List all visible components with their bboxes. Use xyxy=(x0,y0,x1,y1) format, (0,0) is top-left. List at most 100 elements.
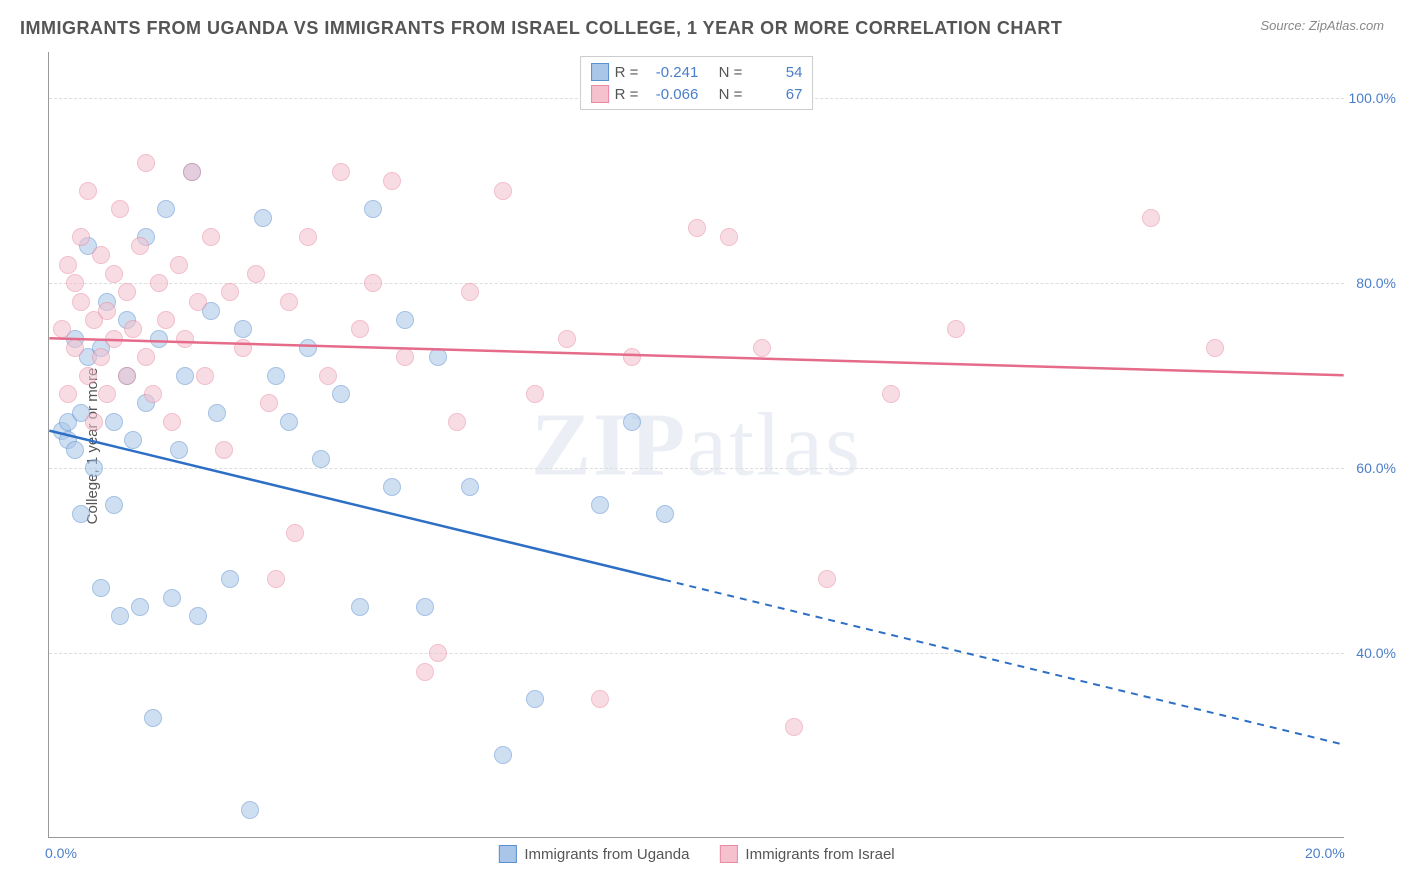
stats-legend: R =-0.241 N =54 R =-0.066 N =67 xyxy=(580,56,814,110)
data-point xyxy=(131,598,149,616)
data-point xyxy=(396,311,414,329)
data-point xyxy=(351,320,369,338)
data-point xyxy=(189,293,207,311)
data-point xyxy=(59,256,77,274)
data-point xyxy=(79,367,97,385)
data-point xyxy=(163,589,181,607)
data-point xyxy=(131,237,149,255)
data-point xyxy=(196,367,214,385)
swatch-uganda xyxy=(591,63,609,81)
data-point xyxy=(312,450,330,468)
data-point xyxy=(85,459,103,477)
data-point xyxy=(461,283,479,301)
data-point xyxy=(267,367,285,385)
data-point xyxy=(332,385,350,403)
data-point xyxy=(59,385,77,403)
data-point xyxy=(124,320,142,338)
data-point xyxy=(221,570,239,588)
data-point xyxy=(137,348,155,366)
data-point xyxy=(247,265,265,283)
data-point xyxy=(526,690,544,708)
data-point xyxy=(118,283,136,301)
data-point xyxy=(448,413,466,431)
data-point xyxy=(157,200,175,218)
data-point xyxy=(319,367,337,385)
data-point xyxy=(558,330,576,348)
data-point xyxy=(882,385,900,403)
data-point xyxy=(234,339,252,357)
data-point xyxy=(299,339,317,357)
data-point xyxy=(416,598,434,616)
data-point xyxy=(299,228,317,246)
data-point xyxy=(364,200,382,218)
data-point xyxy=(105,265,123,283)
y-tick-label: 40.0% xyxy=(1356,645,1396,661)
data-point xyxy=(111,607,129,625)
data-point xyxy=(72,505,90,523)
data-point xyxy=(150,330,168,348)
data-point xyxy=(66,339,84,357)
chart-title: IMMIGRANTS FROM UGANDA VS IMMIGRANTS FRO… xyxy=(20,18,1062,39)
data-point xyxy=(221,283,239,301)
source-attribution: Source: ZipAtlas.com xyxy=(1260,18,1384,33)
y-tick-label: 60.0% xyxy=(1356,460,1396,476)
data-point xyxy=(105,413,123,431)
y-tick-label: 100.0% xyxy=(1349,90,1396,106)
data-point xyxy=(144,385,162,403)
data-point xyxy=(383,172,401,190)
data-point xyxy=(150,274,168,292)
data-point xyxy=(688,219,706,237)
data-point xyxy=(144,709,162,727)
data-point xyxy=(124,431,142,449)
swatch-israel xyxy=(591,85,609,103)
data-point xyxy=(118,367,136,385)
gridline xyxy=(49,653,1344,654)
data-point xyxy=(429,644,447,662)
stats-row-israel: R =-0.066 N =67 xyxy=(591,83,803,105)
x-tick-label: 0.0% xyxy=(45,845,77,861)
data-point xyxy=(105,496,123,514)
data-point xyxy=(416,663,434,681)
data-point xyxy=(72,293,90,311)
data-point xyxy=(92,579,110,597)
data-point xyxy=(267,570,285,588)
data-point xyxy=(72,228,90,246)
y-tick-label: 80.0% xyxy=(1356,275,1396,291)
trend-lines xyxy=(49,52,1344,837)
swatch-israel-icon xyxy=(719,845,737,863)
data-point xyxy=(208,404,226,422)
data-point xyxy=(241,801,259,819)
data-point xyxy=(1206,339,1224,357)
data-point xyxy=(623,348,641,366)
data-point xyxy=(85,413,103,431)
data-point xyxy=(623,413,641,431)
gridline xyxy=(49,468,1344,469)
data-point xyxy=(79,182,97,200)
data-point xyxy=(66,274,84,292)
data-point xyxy=(526,385,544,403)
data-point xyxy=(494,182,512,200)
swatch-uganda-icon xyxy=(498,845,516,863)
data-point xyxy=(157,311,175,329)
data-point xyxy=(111,200,129,218)
data-point xyxy=(1142,209,1160,227)
gridline xyxy=(49,283,1344,284)
legend-item-uganda: Immigrants from Uganda xyxy=(498,845,689,863)
data-point xyxy=(396,348,414,366)
data-point xyxy=(66,441,84,459)
data-point xyxy=(591,690,609,708)
data-point xyxy=(461,478,479,496)
data-point xyxy=(53,320,71,338)
data-point xyxy=(105,330,123,348)
data-point xyxy=(591,496,609,514)
plot-area: ZIPatlas R =-0.241 N =54 R =-0.066 N =67… xyxy=(48,52,1344,838)
data-point xyxy=(183,163,201,181)
data-point xyxy=(947,320,965,338)
data-point xyxy=(234,320,252,338)
stats-row-uganda: R =-0.241 N =54 xyxy=(591,61,803,83)
data-point xyxy=(720,228,738,246)
data-point xyxy=(280,293,298,311)
data-point xyxy=(429,348,447,366)
data-point xyxy=(98,385,116,403)
data-point xyxy=(163,413,181,431)
